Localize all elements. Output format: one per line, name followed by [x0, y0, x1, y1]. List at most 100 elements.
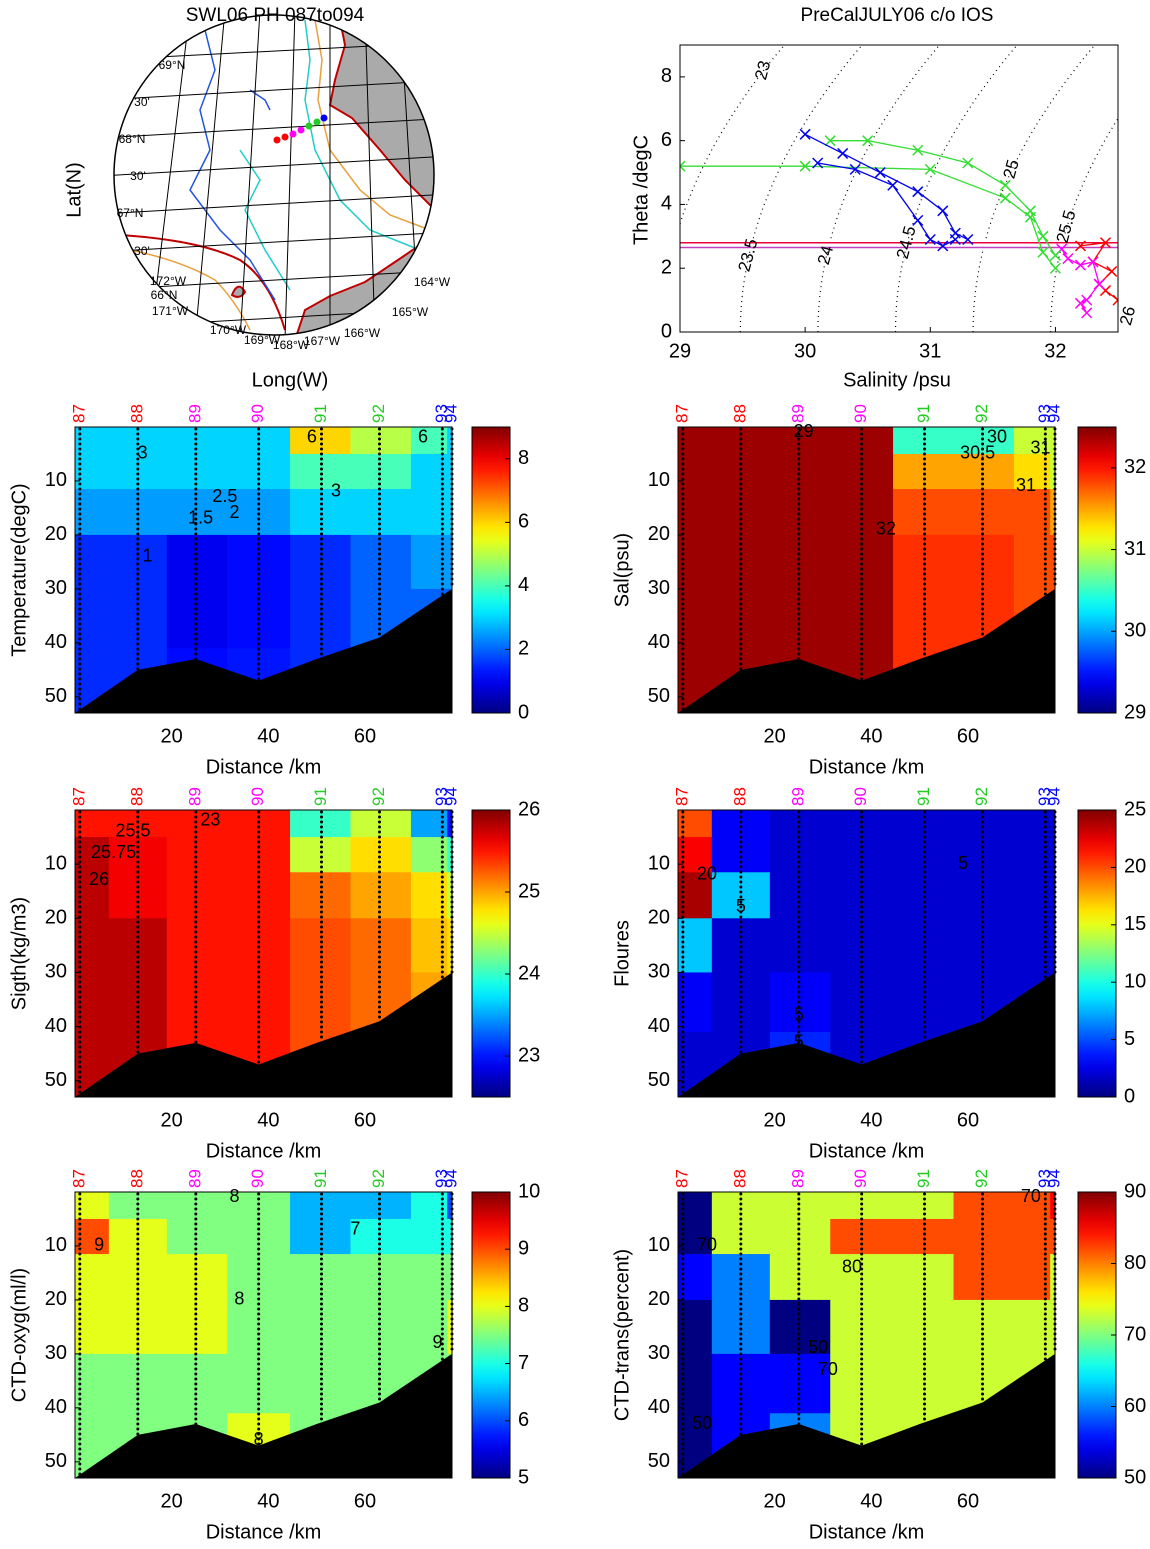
x-tick-label: 20 — [161, 725, 183, 747]
contour-label: 2 — [229, 502, 239, 522]
station-label: 90 — [851, 404, 870, 423]
x-tick-label: 20 — [764, 725, 786, 747]
colorbar-tick-label: 70 — [1124, 1323, 1146, 1345]
field-cell — [290, 427, 351, 455]
field-cell — [893, 489, 954, 536]
station-label: 94 — [1044, 787, 1063, 806]
contour-label: 70 — [818, 1359, 838, 1379]
y-tick-label: 20 — [45, 1288, 67, 1310]
contour-label: 1.5 — [188, 507, 213, 527]
plot-frame — [74, 809, 453, 1098]
field-cell — [1050, 837, 1056, 873]
x-tick-label: 60 — [354, 1490, 376, 1512]
colorbar — [471, 809, 511, 1098]
station-label: 94 — [441, 404, 460, 423]
colorbar-tick-label: 25 — [1124, 798, 1146, 820]
x-tick-label: 40 — [860, 1490, 882, 1512]
colorbar-tick-label: 6 — [518, 1409, 529, 1431]
plot-frame — [74, 426, 453, 714]
field-cell — [769, 972, 831, 1033]
station-label: 92 — [369, 404, 388, 423]
profile-marker — [1099, 237, 1112, 249]
colorbar-tick-label: 32 — [1124, 456, 1146, 478]
isopycnal-label: 25 — [1000, 158, 1023, 181]
x-tick-label: 31 — [919, 340, 941, 362]
profile-marker — [824, 135, 836, 147]
station-label: 90 — [851, 1169, 870, 1188]
station-label: 94 — [441, 1169, 460, 1188]
y-tick-label: 40 — [648, 631, 670, 653]
y-tick-label: 10 — [648, 1234, 670, 1256]
seafloor — [75, 972, 452, 1097]
field-cell — [350, 1192, 412, 1220]
land — [230, 285, 247, 298]
field-cell — [166, 918, 228, 973]
station-label: 90 — [248, 1169, 267, 1188]
field-cell — [166, 1254, 228, 1301]
y-tick-label: 30 — [648, 961, 670, 983]
field-cell — [769, 534, 831, 590]
field-cell — [953, 534, 1015, 590]
station-label: 88 — [730, 404, 749, 423]
y-tick-label: 20 — [648, 523, 670, 545]
lon-label: 169°W — [244, 333, 281, 347]
colorbar-tick-label: 25 — [518, 880, 540, 902]
field-cell — [447, 453, 453, 490]
field-cell — [953, 1192, 1015, 1220]
profile-marker — [924, 233, 936, 246]
field-cell — [350, 1254, 412, 1301]
isobath — [129, 249, 251, 331]
profile-marker — [1037, 230, 1049, 242]
lat-label: 69°N — [159, 58, 186, 72]
contour-label: 32 — [876, 518, 896, 538]
field-cell — [893, 1192, 954, 1220]
profile-marker — [949, 233, 961, 246]
contour-label: 3 — [331, 481, 341, 501]
station-label: 87 — [69, 787, 88, 806]
field-cell — [350, 1218, 412, 1255]
field-cell — [166, 453, 228, 490]
field-cell — [350, 918, 412, 973]
station-label: 88 — [730, 787, 749, 806]
field-cell — [1050, 872, 1056, 919]
station-label: 93 — [1035, 404, 1054, 423]
field-cell — [166, 872, 228, 919]
profile-marker — [799, 160, 811, 172]
seafloor — [678, 588, 1055, 713]
lat-label: 66°N — [151, 288, 178, 302]
station-label: 89 — [788, 404, 807, 423]
x-axis-label: Distance /km — [206, 756, 322, 778]
y-tick-label: 30 — [45, 577, 67, 599]
field-cell — [166, 1192, 228, 1220]
field-cell — [166, 837, 228, 873]
isopycnal — [1050, 117, 1118, 332]
y-tick-label: 30 — [45, 1342, 67, 1364]
profile-marker — [1049, 262, 1061, 274]
y-tick-label: 40 — [648, 1396, 670, 1418]
seafloor — [678, 1353, 1055, 1478]
field-cell — [350, 489, 412, 536]
profile-marker — [999, 192, 1011, 204]
field-cell — [350, 1299, 412, 1355]
profile-line — [804, 133, 969, 241]
colorbar-tick-label: 30 — [1124, 620, 1146, 642]
y-axis-label: Theta /degC — [630, 135, 652, 245]
x-tick-label: 20 — [161, 1109, 183, 1131]
field-cell — [893, 427, 954, 455]
field-cell — [893, 810, 954, 838]
colorbar-tick-label: 20 — [1124, 856, 1146, 878]
field-cell — [769, 872, 831, 919]
profile-marker — [812, 157, 824, 169]
station-dot — [320, 114, 328, 122]
profile-marker — [1074, 259, 1086, 271]
profile-marker — [1049, 249, 1061, 261]
lon-label: 172°W — [150, 274, 187, 288]
field-cell — [1050, 453, 1056, 490]
field-cell — [953, 1254, 1015, 1301]
field-cell — [769, 489, 831, 536]
contour-label: 25.5 — [115, 820, 150, 840]
station-label: 93 — [432, 1169, 451, 1188]
x-tick-label: 20 — [764, 1109, 786, 1131]
y-tick-label: 30 — [648, 1342, 670, 1364]
colorbar — [1077, 1191, 1117, 1479]
